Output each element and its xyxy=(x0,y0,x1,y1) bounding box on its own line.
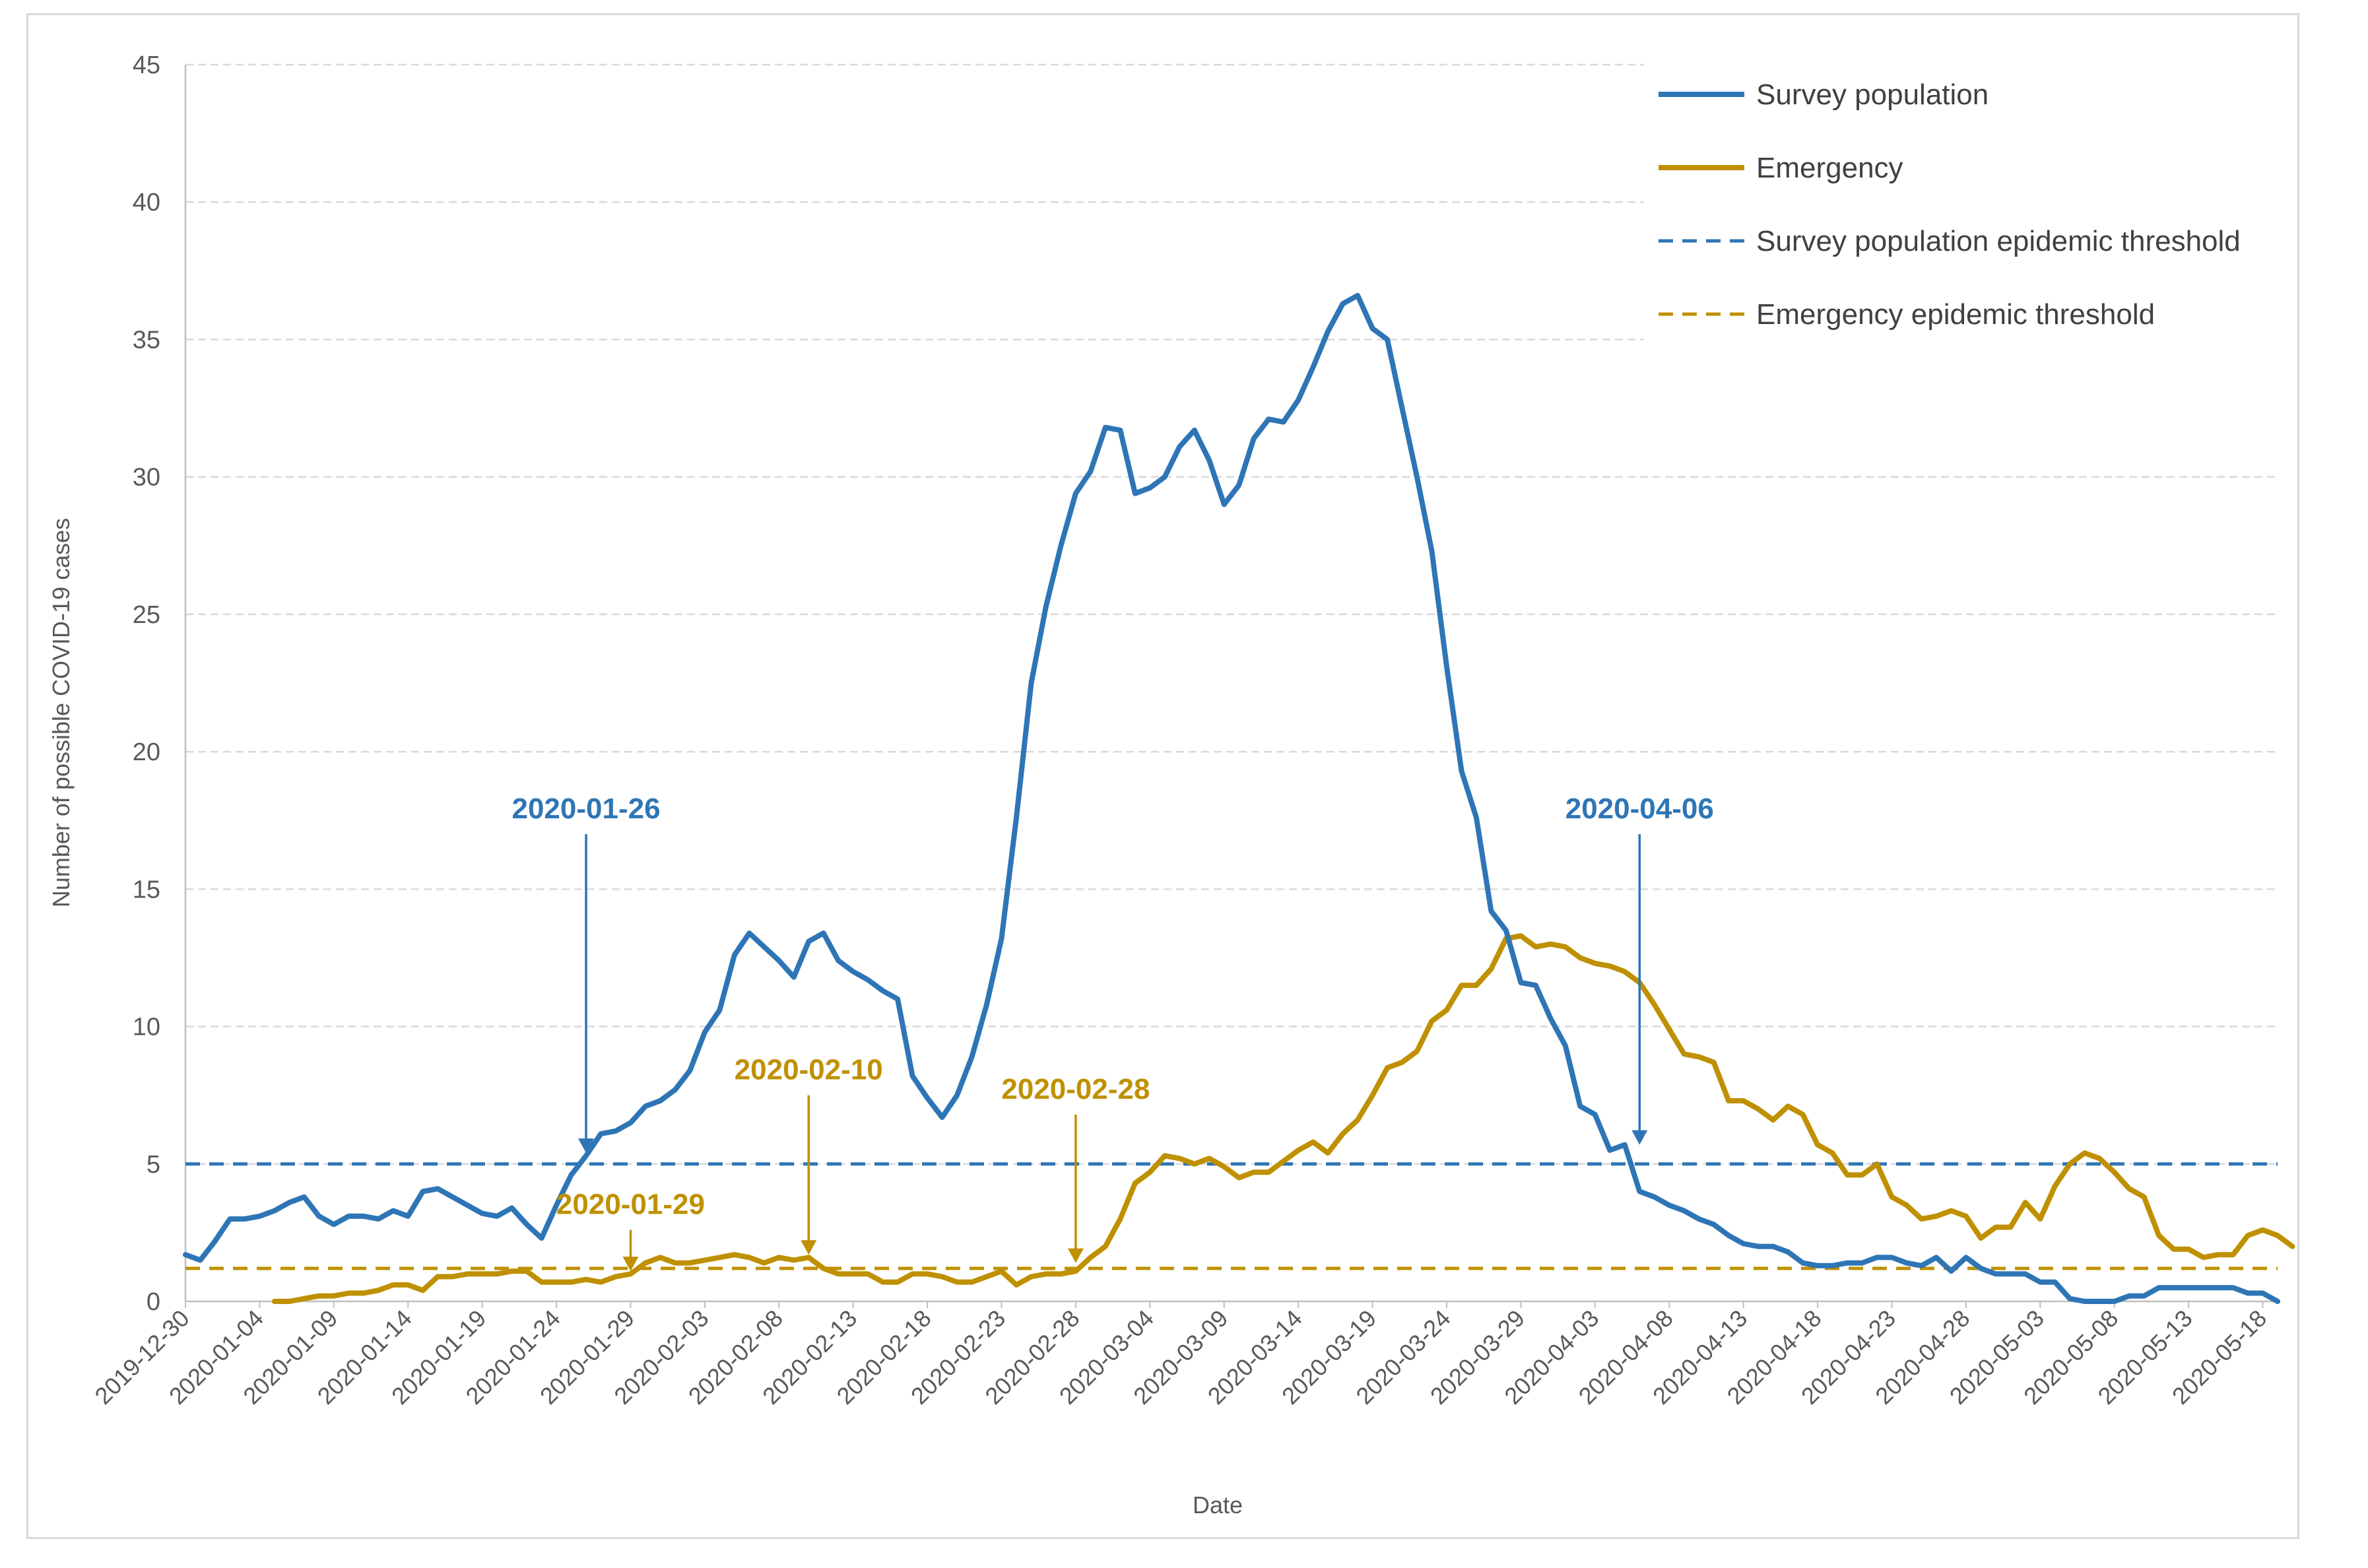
annotation-label: 2020-04-06 xyxy=(1565,793,1714,825)
annotation-arrow-head xyxy=(622,1257,639,1272)
annotation-arrow-head xyxy=(578,1138,595,1154)
legend: Survey population Emergency Survey populat… xyxy=(1644,51,2291,362)
chart-frame: 0 5 10 15 20 25 30 35 40 45 2019-12-30 2020-01-04 2… xyxy=(26,13,2299,1539)
legend-label: Emergency epidemic threshold xyxy=(1756,298,2155,331)
annotation-arrow-head xyxy=(1067,1248,1084,1263)
y-axis-ticks: 0 5 10 15 20 25 30 35 40 45 xyxy=(133,51,160,1316)
series-lines xyxy=(183,292,2295,1304)
y-tick-label: 10 xyxy=(133,1014,160,1041)
series-line-survey-population xyxy=(183,292,2280,1304)
y-tick-label: 40 xyxy=(133,189,160,216)
annotation-arrow-head xyxy=(801,1240,817,1255)
series-line-emergency xyxy=(271,933,2295,1304)
annotation-arrow-head xyxy=(1631,1130,1648,1145)
threshold-lines xyxy=(185,1162,2278,1270)
legend-label: Survey population epidemic threshold xyxy=(1756,225,2241,257)
y-tick-label: 20 xyxy=(133,738,160,766)
x-axis-ticks: 2019-12-302020-01-042020-01-092020-01-14… xyxy=(89,1301,2272,1410)
legend-label: Emergency xyxy=(1756,152,1903,184)
x-axis-title: Date xyxy=(1193,1491,1243,1519)
y-axis-title: Number of possible COVID-19 cases xyxy=(48,518,75,907)
y-tick-label: 45 xyxy=(133,51,160,79)
y-tick-label: 30 xyxy=(133,464,160,492)
y-tick-label: 25 xyxy=(133,601,160,629)
chart-canvas: 0 5 10 15 20 25 30 35 40 45 2019-12-302020-01-042… xyxy=(48,51,2295,1519)
legend-background xyxy=(1644,51,2291,362)
y-tick-label: 0 xyxy=(147,1288,160,1316)
annotation-label: 2020-01-29 xyxy=(556,1189,705,1221)
y-tick-label: 15 xyxy=(133,876,160,903)
annotation-label: 2020-02-28 xyxy=(1001,1073,1150,1105)
annotation-label: 2020-01-26 xyxy=(511,793,660,825)
annotation-label: 2020-02-10 xyxy=(735,1054,883,1086)
y-tick-label: 35 xyxy=(133,326,160,354)
y-tick-label: 5 xyxy=(147,1151,160,1179)
legend-label: Survey population xyxy=(1756,79,1989,111)
annotations: 2020-01-26 2020-01-29 2020-02-10 2020-02-28… xyxy=(511,793,1714,1272)
